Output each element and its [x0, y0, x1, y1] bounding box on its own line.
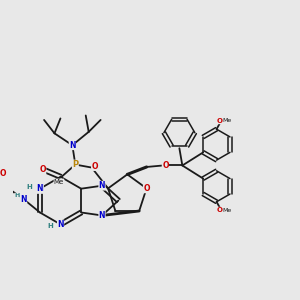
Text: N: N: [37, 184, 43, 193]
Text: O: O: [92, 162, 98, 171]
Text: Me: Me: [222, 118, 232, 123]
Text: N: N: [57, 220, 64, 229]
Text: O: O: [217, 207, 223, 213]
Text: O: O: [162, 161, 169, 170]
Text: N: N: [36, 184, 43, 193]
Text: O: O: [39, 165, 46, 174]
Text: O: O: [0, 169, 6, 178]
Text: O: O: [217, 118, 223, 124]
Text: H: H: [27, 184, 32, 190]
Text: N: N: [99, 211, 105, 220]
Text: N: N: [99, 181, 105, 190]
Text: H: H: [47, 223, 53, 229]
Text: O: O: [143, 184, 150, 193]
Text: N: N: [20, 195, 27, 204]
Text: P: P: [72, 160, 78, 169]
Text: H: H: [14, 193, 20, 198]
Text: N: N: [69, 141, 76, 150]
Text: Me: Me: [54, 179, 64, 185]
Text: Me: Me: [222, 208, 232, 213]
